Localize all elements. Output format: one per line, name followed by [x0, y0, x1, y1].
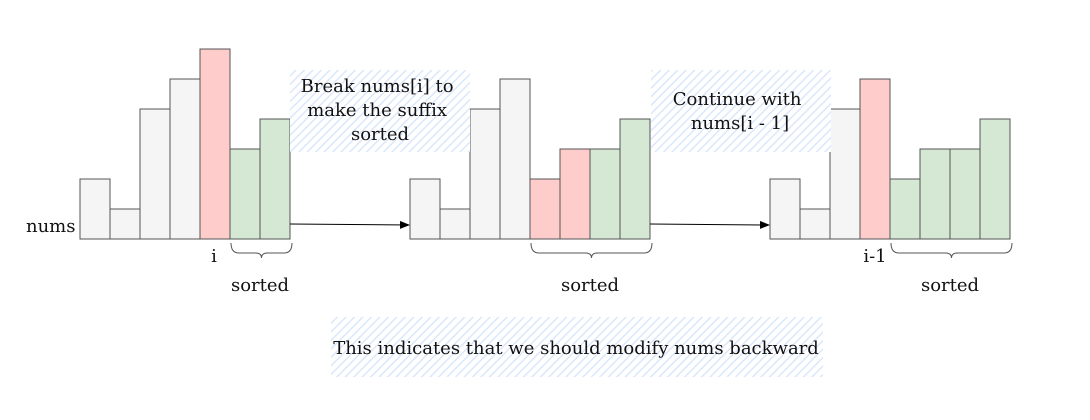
panel-3-bars [769, 78, 1011, 240]
panel-2-bar-1-plain [439, 208, 471, 240]
panel-2-bar-2-plain [469, 108, 501, 240]
panel-2-bar-7-sorted [619, 118, 651, 240]
panel-1-bars [79, 48, 291, 240]
note-2-line-1: Continue with [673, 89, 802, 110]
note-3-background [331, 317, 823, 377]
panel-1-bar-2-plain [139, 108, 171, 240]
panel-3-sorted-brace [890, 242, 1013, 259]
panel-step-3: i-1 sorted [769, 78, 1013, 296]
panel-2-sorted-label: sorted [561, 275, 619, 296]
panel-3-bar-3-highlight [859, 78, 891, 240]
panel-2-bar-5-highlight [559, 148, 591, 240]
panel-3-bar-2-plain [829, 108, 861, 240]
panel-3-bar-4-sorted [889, 178, 921, 240]
note-continue-with: Continue with nums[i - 1] [651, 70, 831, 152]
note-conclusion: This indicates that we should modify num… [331, 317, 823, 377]
panel-step-1: i sorted [79, 48, 293, 296]
panel-3-bar-1-plain [799, 208, 831, 240]
note-1-line-2: make the suffix [307, 100, 447, 121]
note-2-background [651, 70, 831, 152]
arrow-step-2-to-3 [649, 220, 770, 229]
panel-2-bar-3-plain [499, 78, 531, 240]
panel-3-index-label: i-1 [863, 246, 886, 267]
panel-1-bar-5-sorted [229, 148, 261, 240]
note-1-background [290, 70, 470, 152]
panel-step-2: sorted [409, 78, 653, 296]
note-2-text: Continue with nums[i - 1] [673, 89, 807, 134]
panel-3-bar-6-sorted [949, 148, 981, 240]
panel-2-bars [409, 78, 651, 240]
panel-1-bar-6-sorted [259, 118, 291, 240]
arrow-step-1-to-2 [289, 220, 410, 229]
panel-1-bar-3-plain [169, 78, 201, 240]
note-1-line-1: Break nums[i] to [301, 76, 454, 97]
panel-2-bar-6-sorted [589, 148, 621, 240]
panel-1-bar-4-highlight [199, 48, 231, 240]
note-3-text: This indicates that we should modify num… [333, 338, 819, 359]
panel-1-sorted-label: sorted [231, 275, 289, 296]
note-1-text: Break nums[i] to make the suffix sorted [301, 76, 460, 145]
panel-3-sorted-label: sorted [921, 275, 979, 296]
panel-1-sorted-brace [230, 242, 293, 259]
panel-2-bar-0-plain [409, 178, 441, 240]
panel-3-bar-5-sorted [919, 148, 951, 240]
note-1-line-3: sorted [351, 124, 409, 145]
panel-3-bar-7-sorted [979, 118, 1011, 240]
panel-3-bar-0-plain [769, 178, 801, 240]
panel-1-index-label: i [211, 246, 217, 267]
panel-2-bar-4-highlight [529, 178, 561, 240]
note-break-nums-i: Break nums[i] to make the suffix sorted [290, 70, 470, 152]
panel-2-sorted-brace [530, 242, 653, 259]
panel-1-bar-0-plain [79, 178, 111, 240]
panel-1-bar-1-plain [109, 208, 141, 240]
note-2-line-2: nums[i - 1] [691, 113, 789, 134]
nums-row-label: nums [26, 216, 76, 237]
